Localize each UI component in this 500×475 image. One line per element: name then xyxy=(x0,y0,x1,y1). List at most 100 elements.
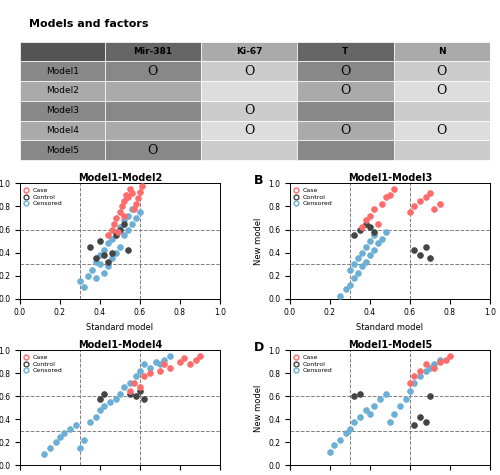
Point xyxy=(136,209,144,216)
Point xyxy=(350,418,358,426)
Point xyxy=(436,358,444,366)
Title: Model1-Model2: Model1-Model2 xyxy=(78,173,162,183)
FancyBboxPatch shape xyxy=(394,121,490,140)
X-axis label: Standard model: Standard model xyxy=(356,323,424,332)
Point xyxy=(80,437,88,444)
FancyBboxPatch shape xyxy=(394,101,490,121)
FancyBboxPatch shape xyxy=(104,81,201,101)
Y-axis label: New model: New model xyxy=(254,384,262,432)
Point xyxy=(128,189,136,197)
Point xyxy=(116,223,124,231)
Point xyxy=(126,379,134,387)
Point xyxy=(342,429,350,437)
Point xyxy=(442,356,450,363)
Point xyxy=(156,361,164,368)
Text: O: O xyxy=(340,85,350,97)
FancyBboxPatch shape xyxy=(104,61,201,81)
Point xyxy=(96,395,104,402)
Point xyxy=(140,395,148,402)
Point xyxy=(396,402,404,409)
Point xyxy=(370,205,378,213)
FancyBboxPatch shape xyxy=(201,42,298,61)
FancyBboxPatch shape xyxy=(298,42,394,61)
Point xyxy=(196,352,204,360)
Point xyxy=(88,266,96,274)
FancyBboxPatch shape xyxy=(298,81,394,101)
Point xyxy=(126,390,134,398)
Point xyxy=(354,269,362,277)
Point xyxy=(120,217,128,224)
Point xyxy=(160,361,168,368)
Point xyxy=(116,209,124,216)
Point xyxy=(52,439,60,446)
Point xyxy=(370,231,378,239)
Point xyxy=(132,200,140,208)
FancyBboxPatch shape xyxy=(394,140,490,160)
Point xyxy=(108,235,116,243)
Point xyxy=(422,193,430,201)
Text: N: N xyxy=(438,47,446,56)
Point xyxy=(358,263,366,270)
Point xyxy=(350,274,358,282)
Point xyxy=(386,418,394,426)
Point xyxy=(370,247,378,254)
Y-axis label: New model: New model xyxy=(254,218,262,265)
Point xyxy=(390,185,398,193)
Point xyxy=(112,249,120,256)
Point xyxy=(108,249,116,256)
Point xyxy=(350,393,358,400)
Point xyxy=(410,379,418,387)
Point xyxy=(166,352,174,360)
Text: T: T xyxy=(342,47,348,56)
Point xyxy=(330,441,338,448)
Point xyxy=(96,260,104,268)
Point xyxy=(96,251,104,259)
Point xyxy=(86,418,94,426)
Point xyxy=(140,361,148,368)
Point xyxy=(92,413,100,421)
Point xyxy=(72,421,80,429)
FancyBboxPatch shape xyxy=(298,121,394,140)
Point xyxy=(350,260,358,268)
Point xyxy=(326,448,334,456)
FancyBboxPatch shape xyxy=(104,121,201,140)
Point xyxy=(166,364,174,371)
Text: O: O xyxy=(340,124,350,137)
FancyBboxPatch shape xyxy=(104,42,201,61)
Legend: Case, Control, Censored: Case, Control, Censored xyxy=(23,353,64,375)
Point xyxy=(422,418,430,426)
Point xyxy=(46,445,54,452)
Title: Model1-Model3: Model1-Model3 xyxy=(348,173,432,183)
Point xyxy=(342,285,350,293)
FancyBboxPatch shape xyxy=(20,121,104,140)
X-axis label: Standard model: Standard model xyxy=(86,323,154,332)
Text: O: O xyxy=(340,65,350,78)
FancyBboxPatch shape xyxy=(104,101,201,121)
Legend: Case, Control, Censored: Case, Control, Censored xyxy=(293,353,334,375)
Point xyxy=(128,220,136,228)
Point xyxy=(136,387,144,394)
Point xyxy=(106,399,114,406)
Point xyxy=(100,251,108,259)
Title: Model1-Model4: Model1-Model4 xyxy=(78,340,162,350)
Point xyxy=(430,364,438,371)
Point xyxy=(356,226,364,233)
FancyBboxPatch shape xyxy=(104,140,201,160)
Point xyxy=(370,402,378,409)
Point xyxy=(362,217,370,224)
Point xyxy=(132,214,140,222)
Point xyxy=(108,255,116,262)
Point xyxy=(410,372,418,380)
Text: O: O xyxy=(244,65,254,78)
Point xyxy=(406,209,414,216)
Point xyxy=(130,379,138,387)
Point xyxy=(100,247,108,254)
Text: O: O xyxy=(148,143,158,157)
Point xyxy=(346,266,354,274)
Point xyxy=(362,258,370,266)
Point xyxy=(112,395,120,402)
Point xyxy=(96,407,104,414)
Point xyxy=(132,393,140,400)
Title: Model1-Model5: Model1-Model5 xyxy=(348,340,432,350)
FancyBboxPatch shape xyxy=(394,81,490,101)
